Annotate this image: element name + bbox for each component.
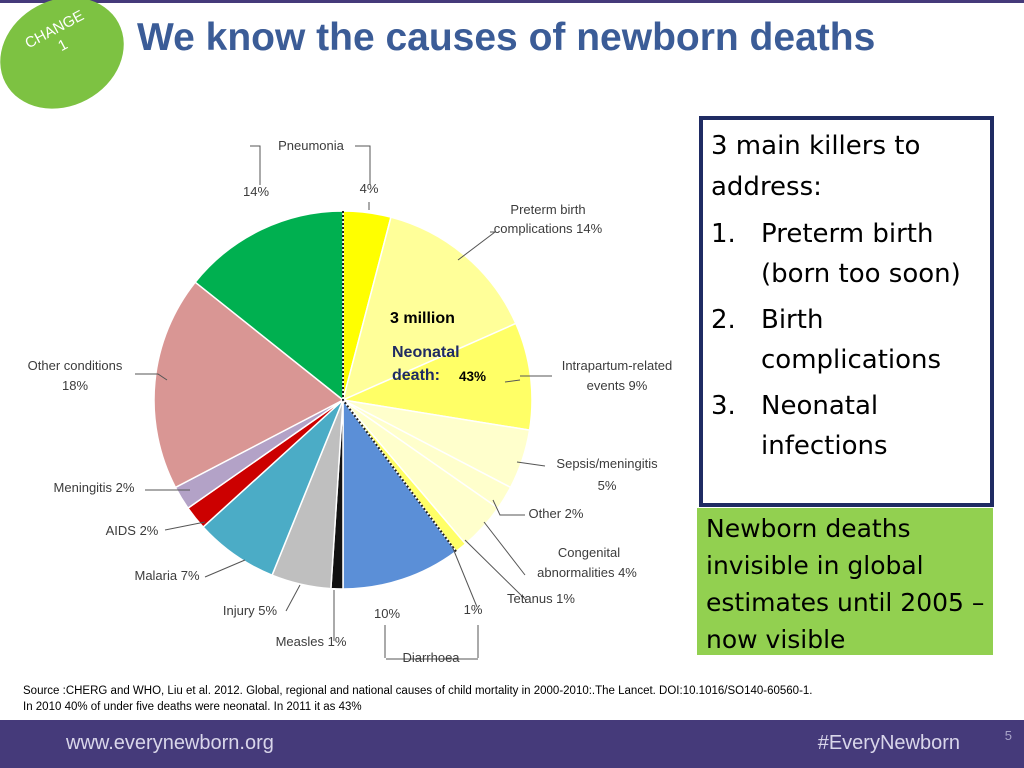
page-number: 5 xyxy=(1004,728,1012,743)
leader-lines xyxy=(135,145,552,660)
slice-label: Diarrhoea xyxy=(402,650,460,665)
slice-label: Measles 1% xyxy=(276,634,347,649)
slice-label: Other 2% xyxy=(529,506,584,521)
killers-intro: 3 main killers to address: xyxy=(711,131,921,202)
leader-line xyxy=(464,539,527,601)
killer-text: Birth complications xyxy=(761,305,942,375)
slice-label: Sepsis/meningitis xyxy=(556,456,658,471)
neonatal-group-outline xyxy=(342,211,457,553)
leader-line xyxy=(204,559,246,578)
neonatal-label: death: xyxy=(392,367,440,384)
killers-list: 1. Preterm birth (born too soon) 2. Birth … xyxy=(711,214,984,466)
leader-line xyxy=(285,584,301,612)
source-line-1: Source :CHERG and WHO, Liu et al. 2012. … xyxy=(23,685,813,697)
slice-label: 1% xyxy=(464,602,483,617)
leader-line xyxy=(504,379,521,383)
neonatal-percent-label: 43% xyxy=(459,369,486,384)
slice-label: Intrapartum-related xyxy=(562,358,673,373)
slice-label: events 9% xyxy=(587,378,648,393)
slice-label: Congenital xyxy=(558,545,620,560)
slice-label: Pneumonia xyxy=(278,138,345,153)
pie-slice-diarrhoea-7 xyxy=(342,397,458,590)
slice-label: Malaria 7% xyxy=(134,568,199,583)
slice-label: 5% xyxy=(598,478,617,493)
slice-label: abnormalities 4% xyxy=(537,565,637,580)
slice-label: 10% xyxy=(374,606,400,621)
leader-line xyxy=(492,499,525,516)
pie-slice-other-conditions-13 xyxy=(153,281,345,489)
source-note: Source :CHERG and WHO, Liu et al. 2012. … xyxy=(23,683,813,715)
slice-label: Other conditions xyxy=(28,358,123,373)
pie-slice-pneumonia-14 xyxy=(194,210,344,402)
slide-title: We know the causes of newborn deaths xyxy=(137,16,876,59)
neonatal-label: Neonatal xyxy=(392,344,460,361)
slice-label: 18% xyxy=(62,378,88,393)
slice-label: Tetanus 1% xyxy=(507,591,575,606)
slice-label: AIDS 2% xyxy=(106,523,159,538)
leader-line xyxy=(355,145,371,185)
killer-number: 2. xyxy=(711,305,736,335)
killer-text: Neonatal infections xyxy=(761,391,888,461)
neonatal-annotation: 3 million Neonatal death: 43% xyxy=(390,310,486,384)
killer-item: 3. Neonatal infections xyxy=(711,386,984,466)
killer-item: 1. Preterm birth (born too soon) xyxy=(711,214,984,294)
leader-line xyxy=(250,145,261,185)
footer-bar: www.everynewborn.org #EveryNewborn 5 xyxy=(0,720,1024,768)
leader-line xyxy=(164,521,206,531)
leader-line xyxy=(135,373,168,381)
footer-website-link[interactable]: www.everynewborn.org xyxy=(66,732,274,754)
killer-item: 2. Birth complications xyxy=(711,300,984,380)
killer-number: 3. xyxy=(711,391,736,421)
pie-slice-preterm-birth-complications-1 xyxy=(341,216,517,402)
source-line-2: In 2010 40% of under five deaths were ne… xyxy=(23,701,362,713)
leader-line xyxy=(483,521,526,576)
pie-slices xyxy=(153,210,533,590)
neonatal-count-label: 3 million xyxy=(390,310,455,327)
top-rule xyxy=(0,0,1024,3)
newborn-deaths-callout: Newborn deaths invisible in global estim… xyxy=(697,508,993,655)
slice-labels: Pneumonia 14% 4% Preterm birth complications… xyxy=(28,138,673,665)
slice-label: Injury 5% xyxy=(223,603,278,618)
slice-label: 14% xyxy=(243,184,269,199)
causes-pie-chart: Pneumonia 14% 4% Preterm birth complications… xyxy=(28,138,673,665)
leader-line xyxy=(516,461,546,467)
killer-number: 1. xyxy=(711,219,736,249)
main-killers-box: 3 main killers to address: 1. Preterm bir… xyxy=(699,116,994,507)
slice-label: complications 14% xyxy=(494,221,603,236)
leader-line xyxy=(451,545,478,608)
killer-text: Preterm birth (born too soon) xyxy=(761,219,961,289)
slice-label: Preterm birth xyxy=(510,202,585,217)
slice-label: 4% xyxy=(360,181,379,196)
slice-label: Meningitis 2% xyxy=(54,480,135,495)
leader-line xyxy=(457,231,497,261)
footer-hashtag: #EveryNewborn xyxy=(817,732,960,754)
